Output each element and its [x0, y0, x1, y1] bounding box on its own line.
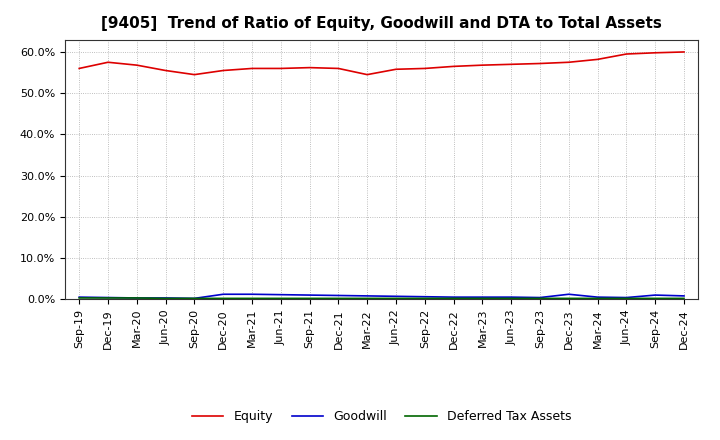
Deferred Tax Assets	[75, 295, 84, 301]
Deferred Tax Assets	[651, 296, 660, 301]
Goodwill	[420, 294, 429, 299]
Goodwill	[564, 292, 573, 297]
Deferred Tax Assets	[161, 296, 170, 301]
Equity	[651, 50, 660, 55]
Deferred Tax Assets	[420, 296, 429, 301]
Deferred Tax Assets	[507, 296, 516, 301]
Goodwill	[507, 294, 516, 300]
Goodwill	[190, 296, 199, 301]
Goodwill	[75, 294, 84, 300]
Deferred Tax Assets	[622, 296, 631, 301]
Goodwill	[132, 295, 141, 301]
Equity	[104, 60, 112, 65]
Equity	[680, 49, 688, 55]
Equity	[161, 68, 170, 73]
Deferred Tax Assets	[564, 296, 573, 301]
Equity	[564, 60, 573, 65]
Deferred Tax Assets	[305, 296, 314, 301]
Deferred Tax Assets	[104, 295, 112, 301]
Goodwill	[248, 292, 256, 297]
Title: [9405]  Trend of Ratio of Equity, Goodwill and DTA to Total Assets: [9405] Trend of Ratio of Equity, Goodwil…	[102, 16, 662, 32]
Deferred Tax Assets	[536, 296, 544, 301]
Goodwill	[680, 293, 688, 299]
Goodwill	[478, 294, 487, 300]
Equity	[593, 57, 602, 62]
Goodwill	[622, 295, 631, 300]
Goodwill	[392, 293, 400, 299]
Goodwill	[161, 295, 170, 301]
Equity	[248, 66, 256, 71]
Goodwill	[276, 292, 285, 297]
Deferred Tax Assets	[132, 295, 141, 301]
Equity	[420, 66, 429, 71]
Goodwill	[305, 293, 314, 298]
Equity	[449, 64, 458, 69]
Deferred Tax Assets	[190, 296, 199, 301]
Equity	[305, 65, 314, 70]
Equity	[132, 62, 141, 68]
Deferred Tax Assets	[334, 296, 343, 301]
Goodwill	[593, 294, 602, 300]
Line: Equity: Equity	[79, 52, 684, 75]
Equity	[507, 62, 516, 67]
Equity	[478, 62, 487, 68]
Deferred Tax Assets	[248, 296, 256, 301]
Goodwill	[104, 295, 112, 300]
Equity	[392, 66, 400, 72]
Equity	[334, 66, 343, 71]
Legend: Equity, Goodwill, Deferred Tax Assets: Equity, Goodwill, Deferred Tax Assets	[187, 405, 576, 428]
Goodwill	[219, 292, 228, 297]
Goodwill	[363, 293, 372, 299]
Goodwill	[334, 293, 343, 298]
Equity	[363, 72, 372, 77]
Equity	[622, 51, 631, 57]
Equity	[75, 66, 84, 71]
Deferred Tax Assets	[392, 296, 400, 301]
Goodwill	[449, 294, 458, 300]
Equity	[536, 61, 544, 66]
Equity	[190, 72, 199, 77]
Line: Goodwill: Goodwill	[79, 294, 684, 298]
Goodwill	[651, 293, 660, 298]
Deferred Tax Assets	[593, 296, 602, 301]
Equity	[219, 68, 228, 73]
Equity	[276, 66, 285, 71]
Deferred Tax Assets	[478, 296, 487, 301]
Deferred Tax Assets	[680, 296, 688, 301]
Deferred Tax Assets	[219, 296, 228, 301]
Deferred Tax Assets	[276, 296, 285, 301]
Deferred Tax Assets	[363, 296, 372, 301]
Goodwill	[536, 295, 544, 300]
Deferred Tax Assets	[449, 296, 458, 301]
